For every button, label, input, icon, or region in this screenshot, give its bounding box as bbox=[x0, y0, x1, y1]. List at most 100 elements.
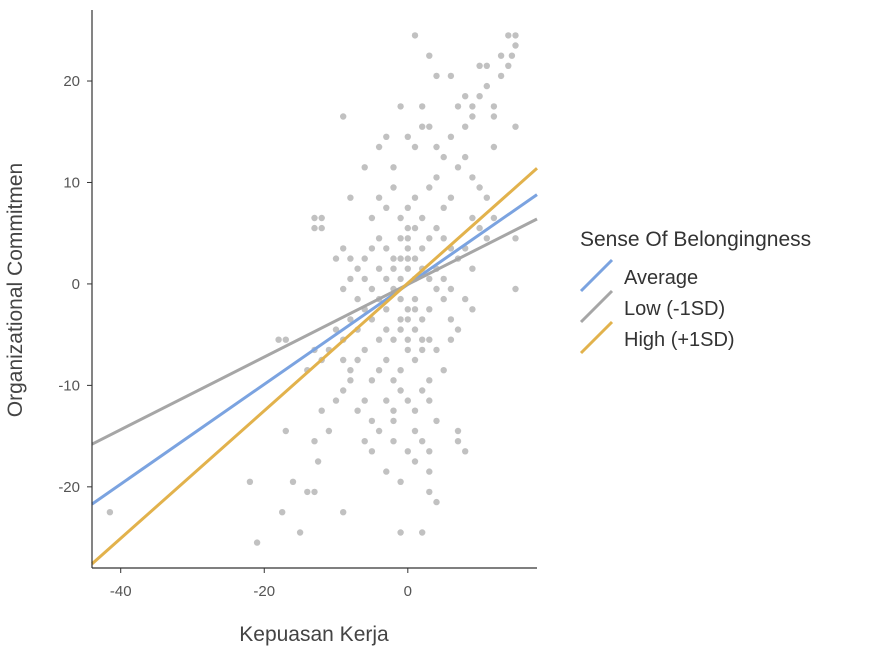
data-point bbox=[411, 326, 419, 333]
data-point bbox=[411, 32, 419, 39]
data-point bbox=[361, 164, 368, 171]
data-point bbox=[375, 427, 383, 435]
data-point bbox=[490, 143, 498, 151]
data-point bbox=[404, 204, 411, 211]
data-point bbox=[390, 336, 397, 343]
data-point bbox=[462, 153, 469, 161]
data-point bbox=[340, 113, 347, 120]
data-point bbox=[462, 93, 469, 100]
legend-swatch-high bbox=[579, 320, 614, 355]
data-point bbox=[419, 529, 426, 536]
data-point bbox=[368, 377, 376, 384]
data-point bbox=[454, 103, 462, 110]
data-point bbox=[426, 336, 433, 343]
data-point bbox=[279, 509, 286, 516]
data-point bbox=[383, 245, 390, 252]
data-point bbox=[426, 488, 433, 496]
data-point bbox=[390, 407, 397, 414]
data-point bbox=[440, 235, 447, 242]
regression-line-low-1sd bbox=[91, 217, 538, 446]
data-point bbox=[433, 224, 440, 232]
data-point bbox=[397, 529, 404, 536]
data-point bbox=[490, 214, 498, 222]
data-point bbox=[354, 295, 361, 303]
data-point bbox=[433, 346, 440, 354]
data-point bbox=[505, 32, 512, 39]
data-point bbox=[354, 407, 361, 414]
data-point bbox=[411, 458, 419, 465]
data-point bbox=[462, 123, 469, 130]
data-point bbox=[447, 336, 455, 343]
data-point bbox=[419, 103, 426, 110]
data-point bbox=[440, 295, 447, 303]
data-point bbox=[390, 164, 397, 171]
data-point bbox=[397, 255, 404, 262]
data-point bbox=[440, 367, 447, 374]
data-point bbox=[454, 438, 462, 445]
data-point bbox=[397, 316, 404, 323]
data-point bbox=[490, 113, 498, 120]
data-point bbox=[332, 326, 340, 333]
data-point bbox=[347, 194, 354, 201]
data-point bbox=[419, 346, 426, 354]
data-point bbox=[505, 62, 512, 69]
data-point bbox=[296, 529, 304, 536]
data-point bbox=[314, 458, 322, 465]
data-point bbox=[361, 275, 368, 283]
data-point bbox=[275, 336, 282, 343]
data-point bbox=[433, 174, 440, 181]
data-point bbox=[512, 285, 519, 293]
data-point bbox=[447, 285, 455, 293]
data-point bbox=[426, 235, 433, 242]
data-point bbox=[490, 103, 498, 110]
data-point bbox=[375, 265, 383, 272]
legend-label-average: Average bbox=[624, 267, 698, 289]
y-tick-label: 0 bbox=[72, 276, 80, 293]
data-point bbox=[304, 488, 311, 496]
data-point bbox=[512, 123, 519, 130]
data-point bbox=[311, 488, 318, 496]
data-point bbox=[340, 356, 347, 364]
data-point bbox=[375, 367, 383, 374]
data-point bbox=[404, 133, 411, 140]
data-point bbox=[340, 509, 347, 516]
data-point bbox=[397, 478, 404, 485]
data-point bbox=[454, 427, 462, 435]
data-point bbox=[433, 285, 440, 293]
data-point bbox=[404, 235, 411, 242]
data-point bbox=[419, 214, 426, 222]
x-tick-label: -20 bbox=[253, 583, 275, 600]
data-point bbox=[404, 265, 411, 272]
legend-label-high: High (+1SD) bbox=[624, 329, 735, 351]
data-point bbox=[347, 377, 354, 384]
data-point bbox=[311, 438, 318, 445]
data-point bbox=[462, 448, 469, 455]
data-point bbox=[411, 143, 419, 151]
data-point bbox=[361, 438, 368, 445]
data-point bbox=[476, 184, 483, 191]
data-point bbox=[433, 143, 440, 151]
data-point bbox=[426, 377, 433, 384]
data-point bbox=[354, 265, 361, 272]
data-point bbox=[332, 255, 340, 262]
legend-title: Sense Of Belongingness bbox=[580, 228, 811, 251]
data-point bbox=[426, 184, 433, 191]
data-point bbox=[397, 235, 404, 242]
data-point bbox=[411, 255, 419, 262]
x-tick-label: -40 bbox=[110, 583, 132, 600]
data-point bbox=[426, 468, 433, 475]
data-point bbox=[383, 275, 390, 283]
data-point bbox=[404, 245, 411, 252]
data-point bbox=[426, 397, 433, 404]
data-point bbox=[404, 448, 411, 455]
data-point bbox=[347, 275, 354, 283]
data-point bbox=[512, 235, 519, 242]
data-point bbox=[368, 214, 376, 222]
data-point bbox=[332, 397, 340, 404]
legend-swatch-average bbox=[579, 258, 614, 293]
data-point bbox=[447, 72, 455, 80]
data-point bbox=[397, 367, 404, 374]
y-axis-title: Organizational Commitmen bbox=[4, 163, 27, 417]
data-point bbox=[397, 387, 404, 394]
data-point bbox=[483, 62, 490, 69]
